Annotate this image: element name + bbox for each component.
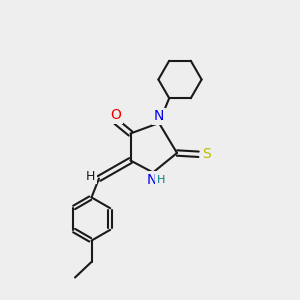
Text: N: N [146, 173, 157, 187]
Text: O: O [111, 108, 122, 122]
Text: H: H [157, 175, 165, 185]
Text: H: H [86, 169, 95, 183]
Text: S: S [202, 147, 210, 161]
Text: N: N [154, 110, 164, 123]
